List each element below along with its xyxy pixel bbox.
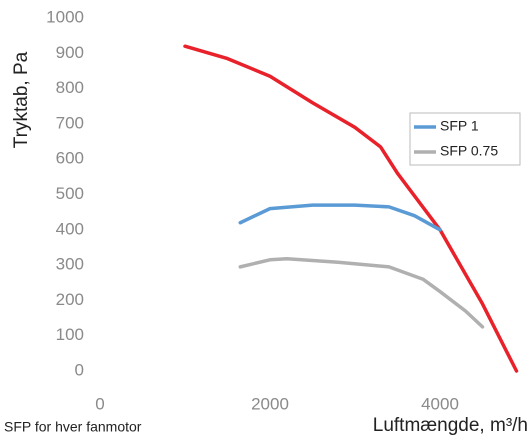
y-tick-label: 900 <box>56 43 84 62</box>
y-tick-label: 200 <box>56 290 84 309</box>
legend-label: SFP 0.75 <box>440 143 498 159</box>
y-tick-label: 0 <box>75 360 84 379</box>
x-tick-label: 4000 <box>421 394 459 413</box>
series-line <box>238 203 442 232</box>
y-tick-label: 400 <box>56 219 84 238</box>
y-tick-label: 500 <box>56 184 84 203</box>
x-tick-label: 0 <box>95 394 104 413</box>
y-tick-label: 700 <box>56 113 84 132</box>
note: SFP for hver fanmotor <box>4 419 142 435</box>
y-tick-label: 800 <box>56 78 84 97</box>
y-tick-label: 300 <box>56 255 84 274</box>
y-axis-label: Tryktab, Pa <box>11 51 32 148</box>
legend-label: SFP 1 <box>440 118 479 134</box>
y-tick-label: 100 <box>56 325 84 344</box>
series-line <box>238 256 485 329</box>
x-tick-label: 2000 <box>251 394 289 413</box>
legend-box <box>409 112 521 166</box>
x-axis-label: Luftmængde, m³/h <box>373 415 528 436</box>
y-tick-label: 1000 <box>46 7 84 26</box>
series-line <box>183 44 519 373</box>
y-tick-label: 600 <box>56 149 84 168</box>
